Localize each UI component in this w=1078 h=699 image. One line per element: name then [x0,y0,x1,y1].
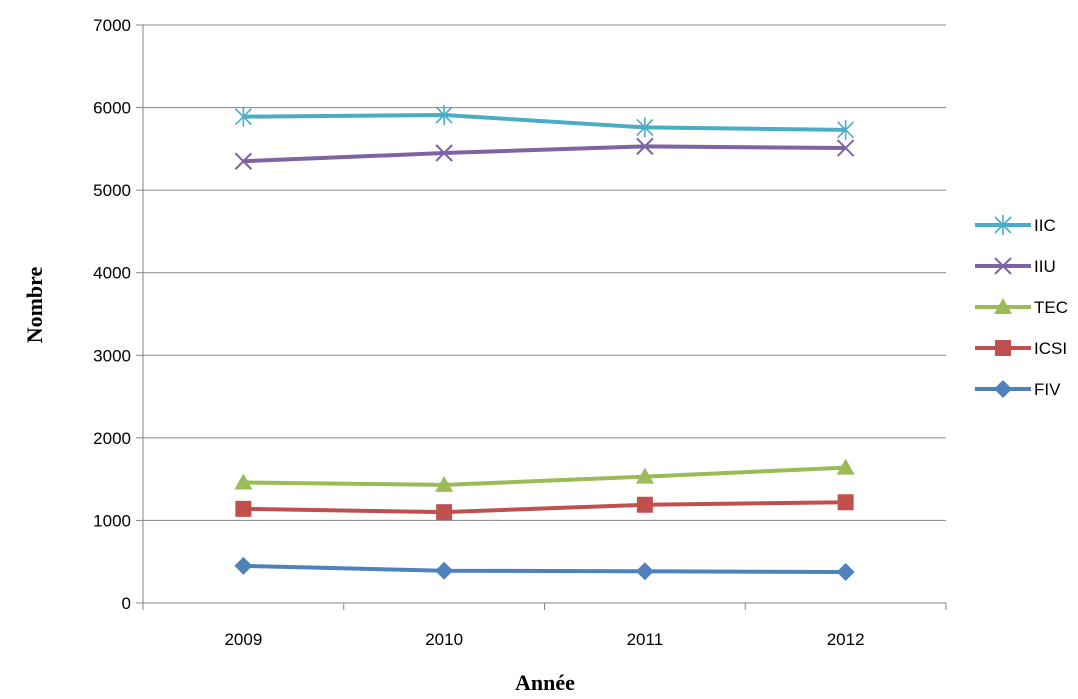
series-line-icsi [243,500,846,515]
data-point-fiv [635,562,654,581]
data-point-iic [636,117,654,138]
legend-item-iic: IIC [975,215,1056,235]
legend-marker-tec [994,298,1012,314]
data-point-iic [234,106,252,127]
legend-item-tec: TEC [975,298,1068,317]
series-lines [234,105,855,582]
legend-label-iiu: IIU [1034,257,1056,276]
legend-item-iiu: IIU [975,257,1056,276]
series-iic [234,105,855,140]
legend-label-icsi: ICSI [1034,339,1067,358]
data-point-fiv [435,561,454,580]
y-axis-title: Nombre [22,266,47,343]
data-point-icsi [235,500,252,517]
legend-marker-iic [994,215,1012,235]
series-iiu [234,137,855,170]
x-tick-labels: 2009 2010 2011 2012 [224,630,864,649]
series-line-tec [243,465,846,487]
legend-label-tec: TEC [1034,298,1068,317]
series-tec [234,458,855,492]
y-tick-label: 1000 [93,511,131,530]
series-icsi [235,494,854,521]
legend-marker-icsi [995,340,1011,356]
y-tick-label: 3000 [93,346,131,365]
x-tick-label: 2009 [224,630,262,649]
y-tick-label: 4000 [93,264,131,283]
y-tick-label: 2000 [93,429,131,448]
data-point-iiu [636,137,654,156]
x-tick-label: 2012 [827,630,865,649]
legend-item-icsi: ICSI [975,339,1067,358]
legend-item-fiv: FIV [975,380,1061,399]
series-fiv [234,556,855,582]
data-point-iiu [435,144,453,162]
x-tick-label: 2011 [627,630,664,649]
x-axis-title: Année [515,670,575,695]
x-tick-label: 2010 [425,630,463,649]
data-point-tec [435,475,454,492]
data-point-icsi [837,494,854,511]
legend: IIC IIU TEC ICSI FIV [975,215,1068,399]
y-tick-label: 5000 [93,181,131,200]
series-line-iic [243,113,846,132]
data-point-tec [836,458,855,475]
y-tick-label: 0 [122,594,131,613]
data-point-tec [635,467,654,484]
y-tick-label: 7000 [93,16,131,35]
data-point-fiv [836,563,855,582]
data-point-fiv [234,556,253,575]
gridlines [143,24,946,521]
data-point-iiu [234,152,253,170]
data-point-iiu [836,139,855,157]
data-point-iic [837,119,855,140]
legend-marker-fiv [994,380,1012,398]
axes [136,24,947,610]
series-line-iiu [243,144,846,164]
data-point-icsi [436,504,453,521]
data-point-icsi [636,496,653,513]
y-tick-label: 6000 [93,99,131,118]
legend-label-fiv: FIV [1034,380,1061,399]
y-tick-labels: 0 1000 2000 3000 4000 5000 6000 7000 [93,16,131,613]
data-point-tec [234,473,253,490]
legend-label-iic: IIC [1034,216,1056,235]
series-line-fiv [243,563,846,575]
legend-marker-iiu [994,257,1012,275]
data-point-iic [435,105,453,126]
